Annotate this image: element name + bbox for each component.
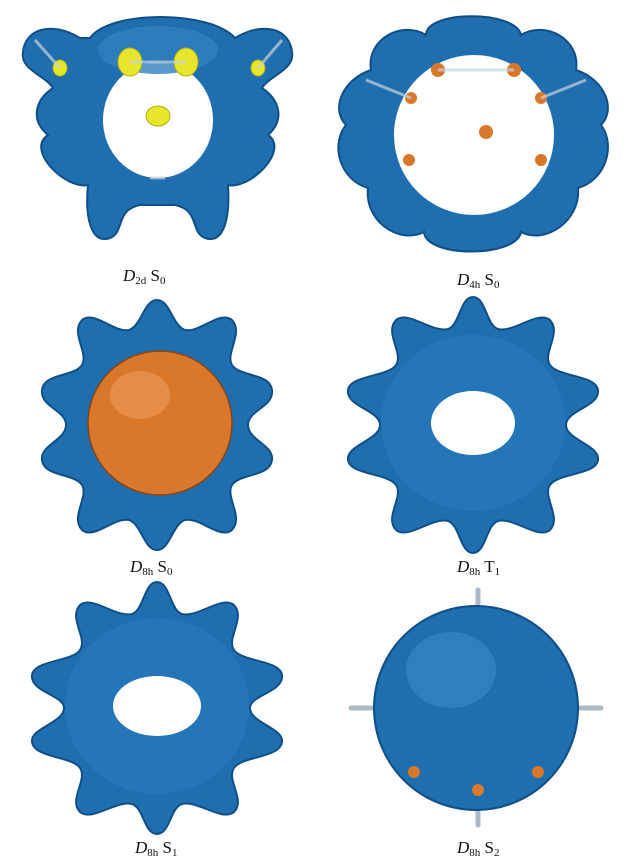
blue-isosurface bbox=[337, 15, 609, 253]
panel-d8h-s2: D8h S2 bbox=[316, 580, 631, 864]
caption-d8h-s2: D8h S2 bbox=[457, 838, 500, 859]
panel-d8h-s0: D8h S0 bbox=[0, 295, 315, 580]
blue-isosurface bbox=[21, 16, 294, 241]
blue-torus bbox=[31, 580, 283, 836]
isosurface-d8h-t1 bbox=[347, 295, 599, 555]
caption-d8h-s1: D8h S1 bbox=[135, 838, 178, 859]
bond-sticks bbox=[33, 39, 284, 180]
orange-dots bbox=[403, 63, 547, 166]
isosurface-d4h-s0 bbox=[337, 15, 609, 253]
caption-d4h-s0: D4h S0 bbox=[457, 270, 500, 291]
blue-sphere bbox=[373, 605, 579, 811]
isosurface-d8h-s2 bbox=[348, 587, 604, 828]
orange-dots bbox=[408, 766, 544, 796]
panel-d2d-s0: D2d S0 bbox=[0, 0, 315, 290]
bond-sticks bbox=[365, 68, 587, 100]
isosurface-d8h-s0 bbox=[40, 298, 274, 552]
panel-d4h-s0: D4h S0 bbox=[316, 0, 631, 295]
caption-d8h-t1: D8h T1 bbox=[457, 557, 501, 578]
isosurface-d2d-s0 bbox=[21, 16, 294, 241]
caption-d8h-s0: D8h S0 bbox=[130, 557, 173, 578]
blue-torus bbox=[347, 295, 599, 555]
panel-d8h-s1: D8h S1 bbox=[0, 580, 315, 864]
orange-sphere bbox=[87, 350, 233, 496]
panel-d8h-t1: D8h T1 bbox=[316, 295, 631, 580]
isosurface-d8h-s1 bbox=[31, 580, 283, 836]
caption-d2d-s0: D2d S0 bbox=[123, 266, 166, 287]
